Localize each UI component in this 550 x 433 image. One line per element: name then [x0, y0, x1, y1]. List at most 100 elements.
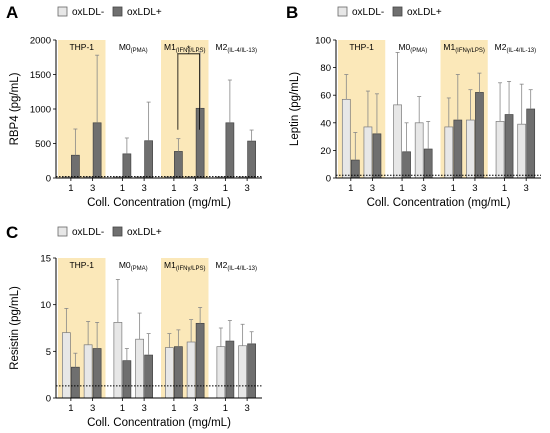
bar-c-neg-6: [216, 346, 226, 399]
bar-a-pos-2: [122, 153, 132, 179]
bar-c-pos-6: [225, 340, 235, 399]
y-tick-label: 2000: [30, 36, 51, 47]
legend-label-oxldl-plus: oxLDL+: [127, 227, 162, 238]
bar-b-pos-7: [526, 108, 536, 179]
group-label-2: M1(IFNγ/LPS): [443, 42, 484, 54]
legend-swatch-oxldl-plus: [112, 226, 123, 237]
y-tick-label: 10: [40, 300, 51, 311]
bar-b-neg-4: [444, 126, 454, 179]
y-tick-label: 60: [320, 91, 331, 102]
bar-c-pos-5: [195, 322, 205, 399]
x-axis-title: Coll. Concentration (mg/mL): [87, 197, 231, 209]
y-axis-title: Resistin (pg/mL): [9, 286, 21, 370]
bar-c-pos-4: [174, 346, 183, 399]
legend-label-oxldl-plus: oxLDL+: [127, 7, 162, 18]
legend-swatch-oxldl-plus: [392, 6, 403, 17]
x-tick-label: 3: [193, 403, 198, 414]
y-axis-title: RBP4 (pg/mL): [9, 72, 21, 145]
y-tick-label: 1000: [30, 105, 51, 116]
bar-a-pos-1: [92, 122, 102, 179]
group-label-1: M0(PMA): [119, 42, 148, 54]
x-axis-title: Coll. Concentration (mg/mL): [367, 197, 511, 209]
bar-c-neg-5: [186, 341, 196, 399]
x-tick-label: 1: [451, 183, 456, 194]
bar-a-pos-5: [195, 107, 205, 179]
x-tick-label: 3: [141, 183, 146, 194]
bar-a-pos-3: [144, 140, 153, 179]
bar-b-pos-4: [453, 119, 463, 179]
legend-swatch-oxldl-minus: [57, 226, 68, 237]
x-tick-label: 3: [141, 403, 146, 414]
group-label-0: THP-1: [69, 260, 94, 270]
x-tick-label: 1: [68, 403, 73, 414]
x-tick-label: 3: [370, 183, 375, 194]
bar-c-neg-2: [113, 322, 123, 399]
bar-c-neg-0: [62, 332, 71, 399]
y-tick-label: 500: [35, 139, 51, 150]
legend-label-oxldl-minus: oxLDL-: [72, 7, 104, 18]
bar-c-neg-3: [135, 338, 144, 399]
bar-a-pos-0: [71, 154, 80, 179]
bar-b-pos-2: [402, 151, 411, 179]
group-label-3: M2(IL-4/IL-13): [216, 42, 258, 54]
bar-c-pos-1: [92, 348, 102, 399]
x-tick-label: 3: [193, 183, 198, 194]
bar-a-pos-4: [174, 151, 183, 179]
legend-swatch-oxldl-minus: [57, 6, 68, 17]
bar-b-neg-7: [517, 123, 527, 179]
x-tick-label: 3: [90, 183, 95, 194]
group-label-1: M0(PMA): [119, 260, 148, 272]
x-tick-label: 3: [244, 183, 249, 194]
x-axis-title: Coll. Concentration (mg/mL): [87, 417, 231, 429]
bar-b-neg-6: [495, 121, 505, 179]
y-tick-label: 0: [46, 394, 51, 405]
bar-c-pos-2: [122, 360, 132, 399]
x-tick-label: 1: [68, 183, 73, 194]
y-tick-label: 0: [326, 174, 331, 185]
bar-c-neg-4: [165, 347, 174, 399]
y-axis-title: Leptin (pg/mL): [289, 72, 301, 146]
panel-letter: C: [6, 223, 18, 242]
bar-c-neg-1: [83, 344, 93, 399]
x-tick-label: 3: [472, 183, 477, 194]
x-tick-label: 1: [223, 403, 228, 414]
group-label-3: M2(IL-4/IL-13): [216, 260, 258, 272]
y-tick-label: 15: [40, 254, 51, 265]
x-tick-label: 1: [171, 403, 176, 414]
significance-bracket: [177, 53, 201, 130]
bar-c-neg-7: [238, 345, 247, 399]
x-tick-label: 3: [524, 183, 529, 194]
x-tick-label: 1: [120, 183, 125, 194]
group-label-1: M0(PMA): [398, 42, 427, 54]
legend-label-oxldl-plus: oxLDL+: [407, 7, 442, 18]
x-tick-label: 3: [421, 183, 426, 194]
bar-b-pos-5: [475, 92, 484, 179]
bar-c-pos-0: [71, 366, 80, 399]
y-tick-label: 40: [320, 118, 331, 129]
x-tick-label: 1: [223, 183, 228, 194]
bar-a-pos-7: [247, 140, 256, 179]
x-tick-label: 1: [120, 403, 125, 414]
group-label-2: M1(IFNγ/LPS): [164, 42, 205, 54]
x-tick-label: 1: [502, 183, 507, 194]
x-tick-label: 1: [348, 183, 353, 194]
bar-b-neg-3: [414, 122, 424, 179]
y-tick-label: 1500: [30, 70, 51, 81]
legend-label-oxldl-minus: oxLDL-: [352, 7, 384, 18]
significance-star: *: [187, 44, 191, 55]
legend-swatch-oxldl-plus: [112, 6, 123, 17]
legend-swatch-oxldl-minus: [337, 6, 348, 17]
x-tick-label: 3: [90, 403, 95, 414]
y-tick-label: 5: [46, 347, 51, 358]
legend-label-oxldl-minus: oxLDL-: [72, 227, 104, 238]
x-tick-label: 1: [171, 183, 176, 194]
bar-b-neg-5: [466, 119, 475, 179]
bar-b-neg-2: [393, 104, 402, 179]
bar-b-neg-1: [363, 126, 373, 179]
bar-b-pos-1: [372, 133, 382, 179]
y-tick-label: 100: [315, 36, 331, 47]
